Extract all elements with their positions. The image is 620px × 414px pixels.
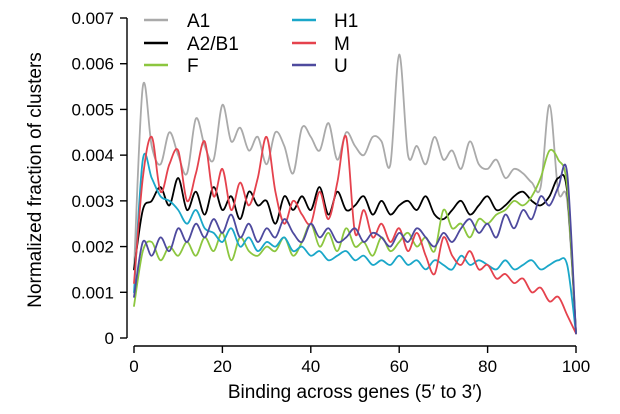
legend-label-h1: H1 xyxy=(334,11,358,32)
series-line-h1 xyxy=(133,152,577,335)
series-line-a1 xyxy=(133,53,577,335)
x-axis-ticks: 0 20 40 60 80 100 xyxy=(129,346,590,376)
y-tick-label: 0.007 xyxy=(71,9,114,28)
x-tick-label: 100 xyxy=(562,357,590,376)
y-tick-label: 0.003 xyxy=(71,192,114,211)
y-axis-title: Normalized fraction of clusters xyxy=(25,52,46,308)
y-tick-label: 0.005 xyxy=(71,100,114,119)
legend-label-a2-b1: A2/B1 xyxy=(187,34,239,55)
series-line-m xyxy=(133,134,577,335)
legend-label-a1: A1 xyxy=(187,11,210,32)
series-line-u xyxy=(133,163,577,335)
legend-label-m: M xyxy=(334,34,350,55)
y-tick-label: 0.002 xyxy=(71,238,114,257)
x-tick-label: 60 xyxy=(390,357,409,376)
x-tick-label: 20 xyxy=(213,357,232,376)
x-tick-label: 80 xyxy=(478,357,497,376)
y-tick-label: 0.006 xyxy=(71,55,114,74)
y-tick-label: 0.004 xyxy=(71,146,114,165)
y-axis-ticks: 0 0.001 0.002 0.003 0.004 0.005 0.006 0.007 xyxy=(71,9,127,348)
x-tick-label: 0 xyxy=(129,357,138,376)
y-tick-label: 0.001 xyxy=(71,283,114,302)
legend-label-f: F xyxy=(187,56,199,77)
series-line-a2-b1 xyxy=(133,173,577,335)
legend-label-u: U xyxy=(334,56,348,77)
x-axis-title: Binding across genes (5′ to 3′) xyxy=(228,382,482,403)
series-line-f xyxy=(133,148,577,335)
plot-area xyxy=(133,53,577,335)
x-tick-label: 40 xyxy=(301,357,320,376)
y-tick-label: 0 xyxy=(105,329,114,348)
